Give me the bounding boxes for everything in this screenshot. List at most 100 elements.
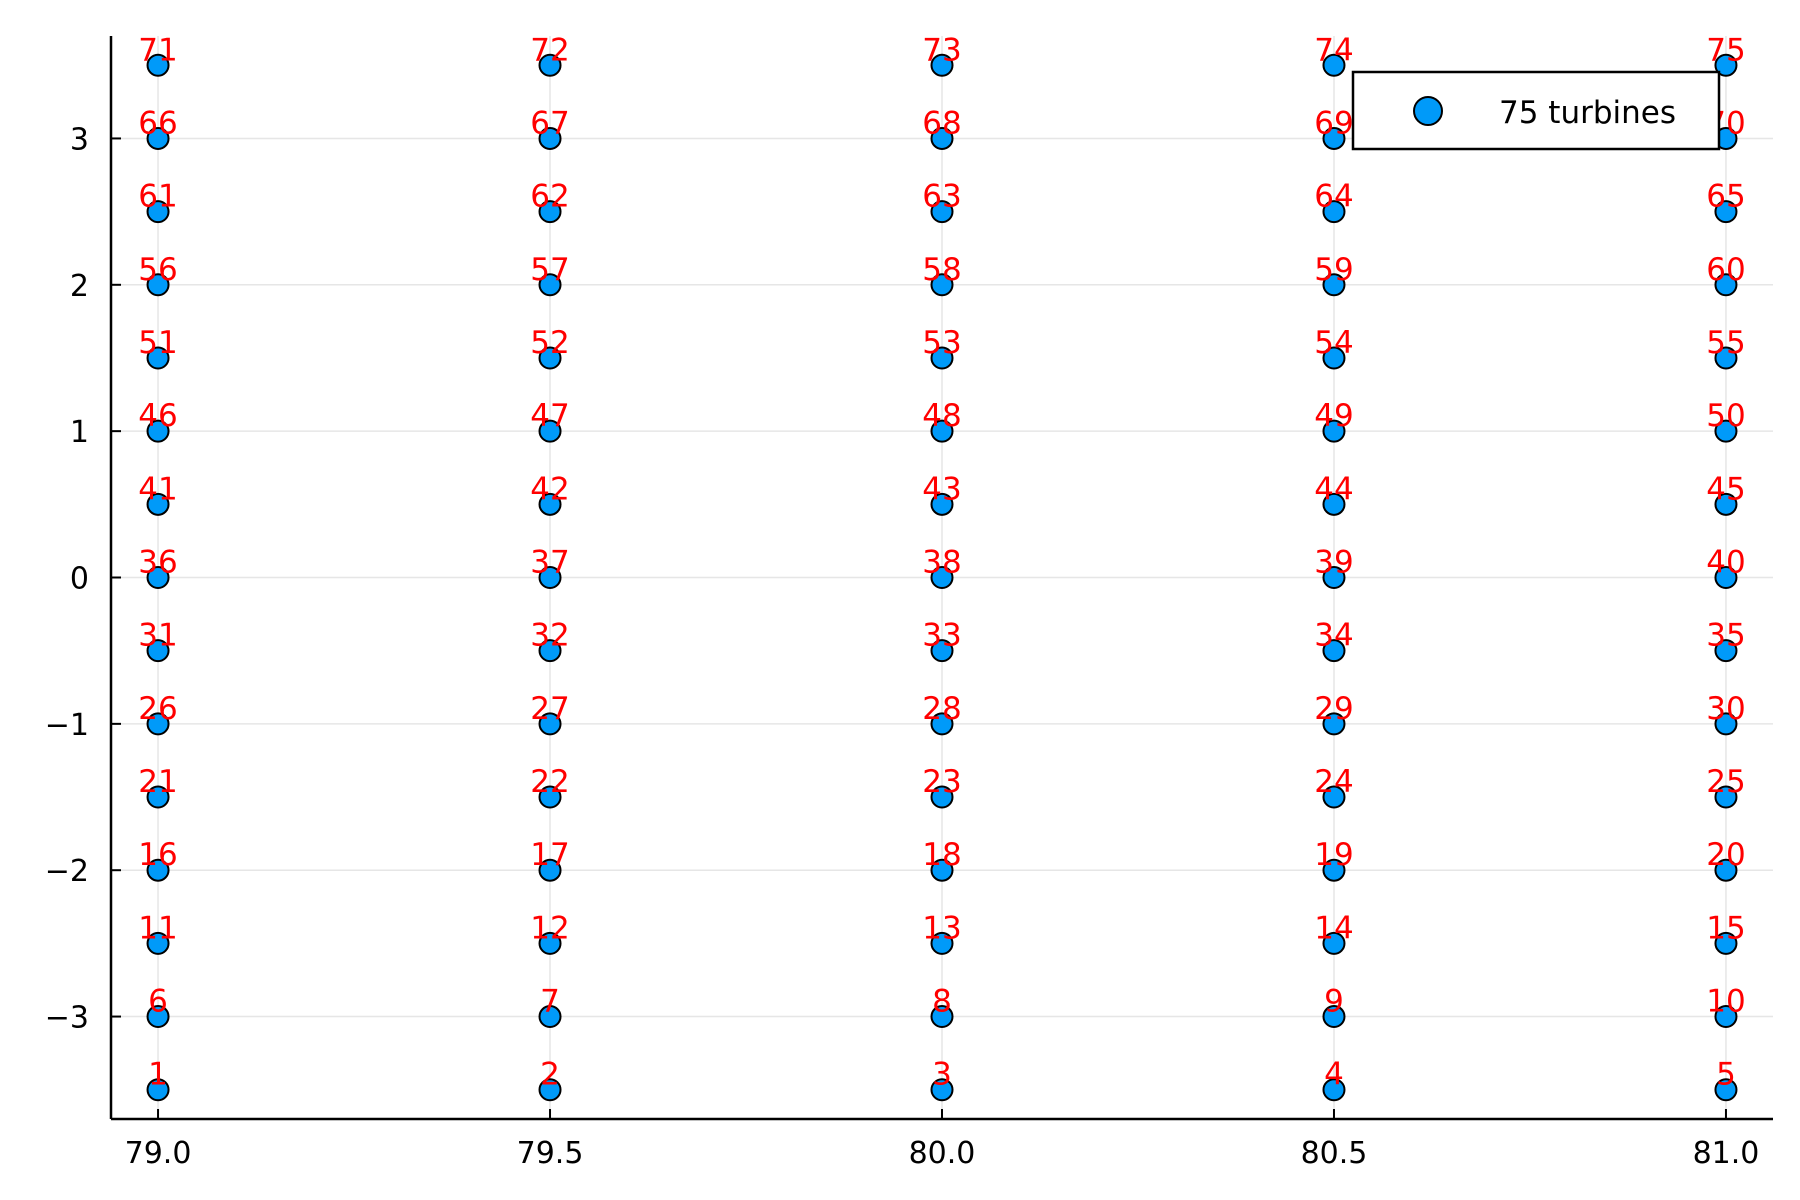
turbine-point: [538, 126, 562, 150]
turbine-label: 6: [148, 984, 168, 1020]
turbine-point: [538, 639, 562, 663]
turbine-point: [930, 200, 954, 224]
turbine-point: [146, 126, 170, 150]
turbine-point: [146, 1005, 170, 1029]
turbine-label: 35: [1706, 618, 1745, 654]
turbine-point: [538, 931, 562, 955]
turbine-point: [538, 346, 562, 370]
turbine-point: [538, 419, 562, 443]
turbine-label: 5: [1716, 1057, 1736, 1093]
turbine-label: 16: [138, 837, 177, 873]
y-tick-label: 0: [70, 562, 89, 597]
turbine-label: 72: [530, 32, 569, 68]
turbine-point: [1714, 858, 1738, 882]
turbine-point: [146, 785, 170, 809]
turbine-label: 21: [138, 764, 177, 800]
turbine-point: [1322, 346, 1346, 370]
y-tick-label: −3: [45, 1001, 89, 1036]
turbine-point: [146, 273, 170, 297]
turbine-point: [1322, 200, 1346, 224]
turbine-point: [1322, 1078, 1346, 1102]
turbine-point: [538, 53, 562, 77]
turbine-point: [538, 200, 562, 224]
turbine-point: [1322, 712, 1346, 736]
turbine-label: 64: [1314, 179, 1353, 215]
turbine-point: [538, 566, 562, 589]
turbine-label: 49: [1314, 398, 1353, 434]
turbine-label: 19: [1314, 837, 1353, 873]
turbine-label: 46: [138, 398, 177, 434]
turbine-point: [146, 858, 170, 882]
turbine-label: 60: [1706, 252, 1745, 288]
turbine-point: [930, 785, 954, 809]
turbine-label: 22: [530, 764, 569, 800]
turbine-point: [146, 566, 170, 589]
x-tick-label: 81.0: [1693, 1136, 1760, 1171]
turbine-point: [1714, 53, 1738, 77]
turbine-point: [146, 639, 170, 663]
turbine-point: [1714, 492, 1738, 516]
turbine-label: 39: [1314, 545, 1353, 581]
turbine-point: [1714, 931, 1738, 955]
turbine-point: [930, 1078, 954, 1102]
turbine-label: 31: [138, 618, 177, 654]
turbine-label: 63: [922, 179, 961, 215]
turbine-point: [1322, 858, 1346, 882]
turbine-point: [1714, 346, 1738, 370]
turbine-point: [1714, 1078, 1738, 1102]
x-tick-label: 80.0: [909, 1136, 976, 1171]
turbine-label: 40: [1706, 545, 1745, 581]
turbine-point: [930, 273, 954, 297]
turbine-label: 50: [1706, 398, 1745, 434]
x-tick-label: 80.5: [1301, 1136, 1368, 1171]
turbine-point: [1322, 126, 1346, 150]
turbine-point: [538, 492, 562, 516]
turbine-label: 69: [1314, 105, 1353, 141]
turbine-label: 57: [530, 252, 569, 288]
turbine-label: 26: [138, 691, 177, 727]
turbine-label: 10: [1706, 984, 1745, 1020]
legend-label: 75 turbines: [1499, 95, 1676, 131]
turbine-label: 7: [540, 984, 560, 1020]
turbine-label: 47: [530, 398, 569, 434]
turbine-point: [146, 200, 170, 224]
turbine-point: [930, 1005, 954, 1029]
turbine-label: 4: [1324, 1057, 1344, 1093]
turbine-point: [146, 492, 170, 516]
turbine-point: [538, 273, 562, 297]
turbine-label: 15: [1706, 910, 1745, 946]
turbine-point: [146, 1078, 170, 1102]
turbine-point: [538, 712, 562, 736]
turbine-point: [1322, 566, 1346, 589]
turbine-label: 74: [1314, 32, 1353, 68]
turbine-label: 37: [530, 545, 569, 581]
turbine-point: [1714, 712, 1738, 736]
legend-marker: [1413, 96, 1443, 126]
turbine-label: 20: [1706, 837, 1745, 873]
turbine-point: [930, 53, 954, 77]
y-tick-label: 1: [70, 415, 89, 450]
turbine-label: 67: [530, 105, 569, 141]
turbine-point: [146, 931, 170, 955]
turbine-label: 12: [530, 910, 569, 946]
turbine-point: [1322, 273, 1346, 297]
turbine-point: [1714, 566, 1738, 589]
turbine-label: 2: [540, 1057, 560, 1093]
turbine-label: 3: [932, 1057, 952, 1093]
turbine-label: 62: [530, 179, 569, 215]
turbine-label: 1: [148, 1057, 168, 1093]
turbine-label: 14: [1314, 910, 1353, 946]
turbine-point: [930, 858, 954, 882]
turbine-point: [930, 931, 954, 955]
turbine-label: 48: [922, 398, 961, 434]
turbine-label: 30: [1706, 691, 1745, 727]
x-tick-label: 79.5: [517, 1136, 584, 1171]
turbine-label: 55: [1706, 325, 1745, 361]
turbine-point: [1322, 419, 1346, 443]
y-tick-label: −2: [45, 854, 89, 889]
turbine-label: 32: [530, 618, 569, 654]
turbine-point: [930, 346, 954, 370]
turbine-point: [930, 639, 954, 663]
turbine-point: [538, 785, 562, 809]
turbine-label: 25: [1706, 764, 1745, 800]
